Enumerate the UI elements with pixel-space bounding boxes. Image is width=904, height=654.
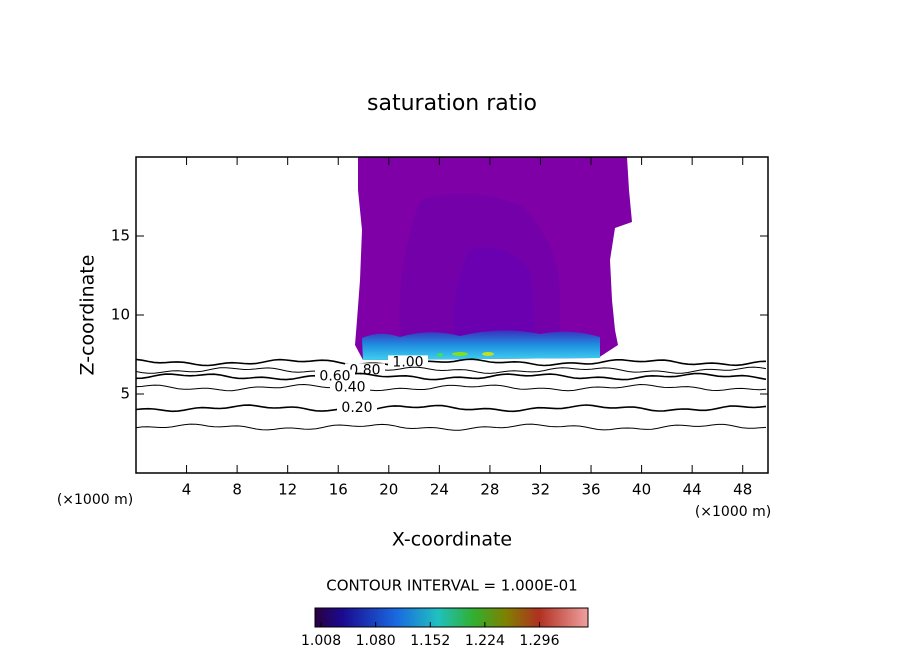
colorbar <box>314 607 589 628</box>
x-tick-label: 16 <box>329 481 348 499</box>
colorbar-tick-label: 1.296 <box>519 633 559 649</box>
x-tick-label: 12 <box>278 481 297 499</box>
contour-label-bg <box>330 380 370 395</box>
contour-line <box>135 366 767 374</box>
y-tick-label: 15 <box>111 227 130 245</box>
contour-label-bg <box>388 355 428 370</box>
x-tick-label: 8 <box>232 481 242 499</box>
contour-line <box>135 404 767 413</box>
x-tick-label: 32 <box>531 481 550 499</box>
y-axis-label: Z-coordinate <box>77 255 99 376</box>
contour-label: 0.20 <box>341 400 372 416</box>
contour-label: 1.00 <box>392 354 423 370</box>
x-tick-label: 44 <box>683 481 702 499</box>
contour-line <box>135 358 767 367</box>
contour-label-bg <box>337 401 377 416</box>
x-axis-label: X-coordinate <box>392 529 512 551</box>
colorbar-tick-label: 1.224 <box>465 633 505 649</box>
contour-line <box>135 423 767 431</box>
chart-title: saturation ratio <box>367 91 537 116</box>
colorbar-tick-label: 1.008 <box>301 633 341 649</box>
x-tick-label: 24 <box>430 481 449 499</box>
x-tick-label: 36 <box>581 481 600 499</box>
x-unit-left: (×1000 m) <box>57 492 133 508</box>
plume <box>355 157 632 360</box>
x-tick-label: 28 <box>480 481 499 499</box>
x-unit-right: (×1000 m) <box>695 504 771 520</box>
x-tick-label: 20 <box>379 481 398 499</box>
colorbar-tick-label: 1.080 <box>356 633 396 649</box>
contour-line <box>135 383 767 392</box>
x-tick-label: 4 <box>182 481 192 499</box>
y-tick-label: 5 <box>120 385 130 403</box>
y-tick-label: 10 <box>111 306 130 324</box>
contour-label-bg <box>315 369 355 384</box>
contour-label: 0.60 <box>319 369 350 385</box>
contour-line <box>135 372 767 381</box>
x-tick-label: 48 <box>733 481 752 499</box>
colorbar-tick-label: 1.152 <box>410 633 450 649</box>
x-tick-label: 40 <box>632 481 651 499</box>
contour-label: 0.40 <box>334 380 365 396</box>
contour-interval: CONTOUR INTERVAL = 1.000E-01 <box>326 577 577 595</box>
